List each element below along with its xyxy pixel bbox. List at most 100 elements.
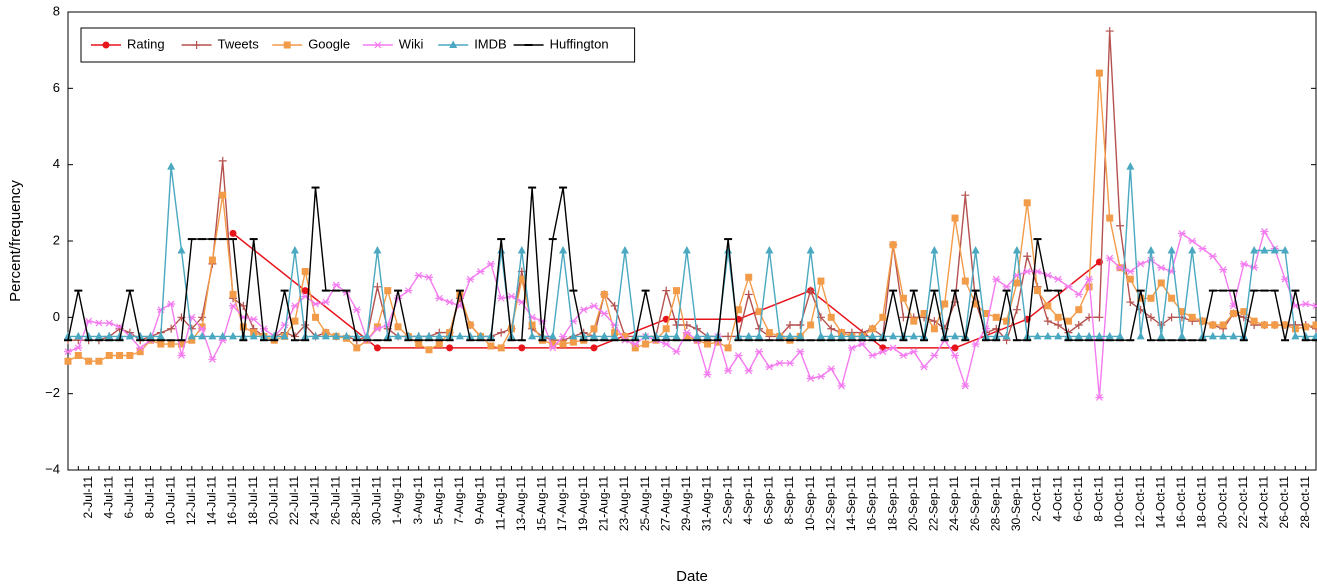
- x-tick-label: 15-Aug-11: [535, 476, 549, 531]
- point: [1271, 321, 1279, 329]
- point: [456, 290, 464, 298]
- point: [1064, 317, 1072, 325]
- x-tick-label: 18-Oct-11: [1195, 476, 1209, 529]
- point: [940, 331, 949, 340]
- legend-marker: [373, 41, 382, 49]
- x-tick-label: 10-Sep-11: [803, 476, 817, 531]
- point: [1239, 331, 1248, 340]
- point: [868, 325, 876, 333]
- point: [311, 331, 320, 340]
- x-tick-label: 5-Aug-11: [431, 476, 445, 525]
- point: [837, 331, 846, 340]
- point: [1281, 246, 1290, 254]
- point: [198, 331, 207, 340]
- point: [1167, 246, 1176, 254]
- point: [497, 246, 506, 254]
- point: [765, 246, 774, 254]
- point: [1105, 254, 1114, 262]
- point: [455, 331, 464, 340]
- x-tick-label: 20-Sep-11: [906, 476, 920, 531]
- point: [1012, 246, 1021, 254]
- point: [899, 313, 908, 322]
- point: [1075, 306, 1083, 314]
- point: [806, 374, 815, 382]
- point: [1116, 221, 1125, 230]
- x-tick-label: 10-Jul-11: [163, 476, 177, 525]
- x-tick-label: 22-Oct-11: [1236, 476, 1250, 529]
- point: [373, 325, 382, 333]
- point: [858, 340, 867, 348]
- point: [1157, 264, 1166, 272]
- point: [445, 331, 454, 340]
- point: [373, 246, 382, 254]
- point: [775, 331, 784, 340]
- point: [590, 302, 599, 310]
- point: [218, 156, 227, 165]
- point: [332, 281, 341, 289]
- point: [837, 382, 846, 390]
- point: [1177, 331, 1186, 340]
- point: [549, 340, 557, 348]
- point: [672, 320, 681, 329]
- x-tick-label: 16-Jul-11: [225, 476, 239, 525]
- point: [559, 246, 568, 254]
- x-tick-label: 30-Jul-11: [370, 476, 384, 525]
- point: [424, 273, 433, 281]
- point: [1281, 321, 1289, 329]
- point: [1301, 331, 1310, 340]
- x-tick-label: 26-Jul-11: [328, 476, 342, 525]
- point: [1146, 313, 1155, 322]
- x-tick-label: 12-Oct-11: [1133, 476, 1147, 529]
- point: [394, 331, 403, 340]
- x-tick-label: 24-Oct-11: [1257, 476, 1271, 529]
- x-tick-label: 21-Aug-11: [597, 476, 611, 531]
- y-tick-label: 4: [53, 156, 60, 171]
- point: [249, 331, 258, 340]
- point: [714, 338, 722, 346]
- point: [239, 323, 247, 331]
- point: [229, 331, 238, 340]
- point: [1209, 321, 1217, 329]
- point: [631, 344, 639, 352]
- x-tick-label: 12-Sep-11: [823, 476, 837, 531]
- point: [1291, 325, 1299, 333]
- point: [1126, 162, 1135, 170]
- point: [569, 331, 578, 340]
- x-tick-label: 28-Oct-11: [1298, 476, 1312, 529]
- point: [373, 323, 381, 331]
- point: [311, 300, 320, 308]
- y-tick-label: 8: [53, 3, 60, 18]
- point: [672, 331, 681, 340]
- x-tick-label: 7-Aug-11: [452, 476, 466, 525]
- point: [270, 331, 279, 340]
- point: [796, 348, 805, 356]
- point: [167, 340, 175, 348]
- point: [1146, 256, 1155, 264]
- x-tick-label: 14-Sep-11: [844, 476, 858, 531]
- point: [899, 294, 907, 302]
- x-tick-label: 18-Sep-11: [885, 476, 899, 531]
- point: [116, 352, 124, 359]
- point: [1116, 264, 1125, 272]
- point: [569, 338, 577, 346]
- point: [693, 331, 702, 340]
- point: [352, 306, 361, 314]
- point: [1260, 321, 1268, 329]
- point: [951, 344, 959, 352]
- point: [1034, 287, 1042, 295]
- x-tick-label: 6-Sep-11: [762, 476, 776, 525]
- point: [610, 331, 619, 340]
- x-tick-label: 16-Oct-11: [1174, 476, 1188, 529]
- point: [631, 340, 640, 348]
- point: [476, 268, 485, 275]
- x-tick-label: 11-Aug-11: [493, 476, 507, 531]
- point: [1188, 246, 1197, 254]
- point: [610, 321, 619, 329]
- point: [703, 340, 711, 348]
- point: [115, 331, 124, 340]
- x-tick-label: 18-Jul-11: [246, 476, 260, 525]
- point: [1146, 246, 1155, 254]
- point: [1312, 331, 1317, 340]
- point: [559, 332, 568, 340]
